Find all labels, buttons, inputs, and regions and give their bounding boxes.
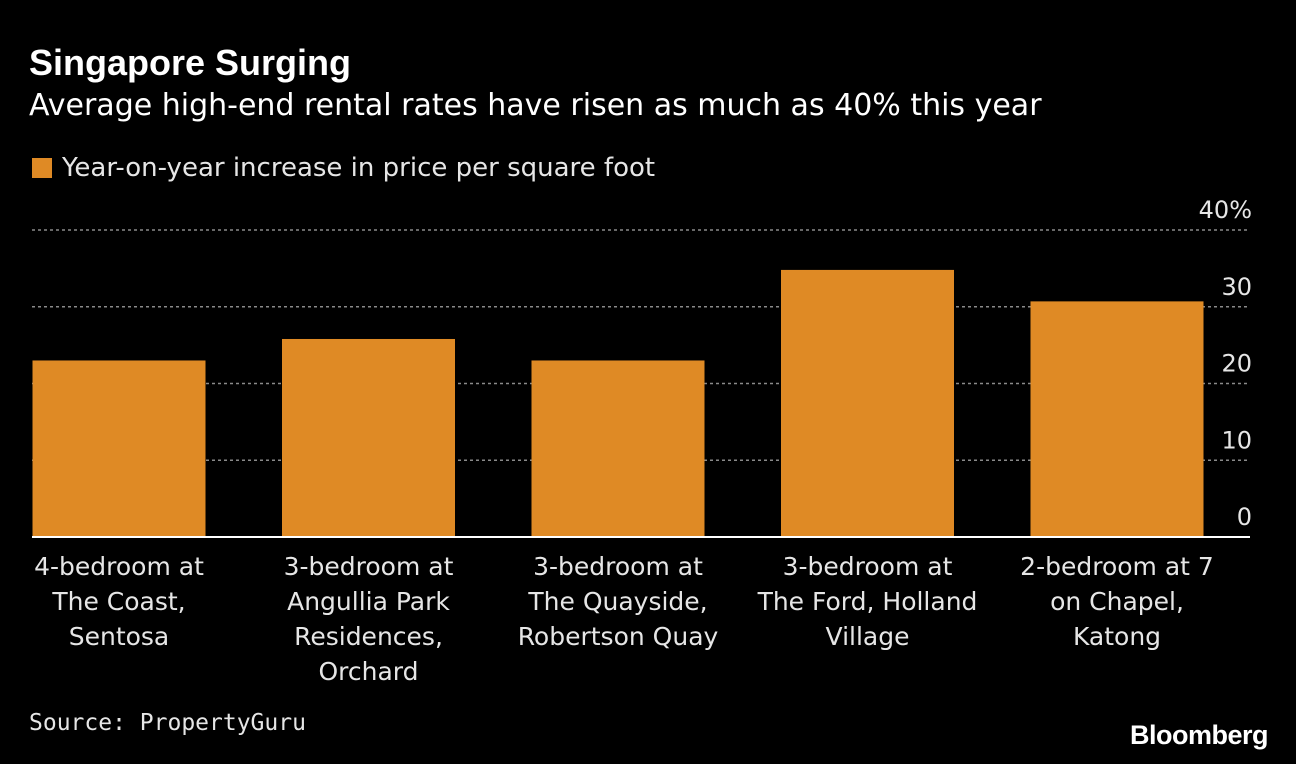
x-tick-label: 3-bedroom at Angullia Park Residences, Orch… (283, 552, 454, 686)
chart-title: Singapore Surging (29, 42, 352, 83)
y-tick-label: 30 (1221, 273, 1252, 301)
y-tick-label: 20 (1221, 350, 1252, 378)
legend-label: Year-on-year increase in price per squar… (62, 153, 656, 183)
bar (531, 360, 705, 537)
y-tick-label: 0 (1237, 503, 1252, 531)
bar (32, 360, 206, 537)
x-tick-label: 3-bedroom at The Ford, Holland Village (757, 552, 978, 651)
chart-subtitle: Average high-end rental rates have risen… (29, 88, 1042, 123)
y-tick-label: 10 (1221, 426, 1252, 454)
bloomberg-logo: Bloomberg (1129, 720, 1269, 750)
y-tick-label: 40% (1199, 196, 1252, 224)
legend-swatch (32, 158, 52, 178)
legend: Year-on-year increase in price per squar… (32, 150, 655, 186)
bar (1030, 301, 1204, 537)
bar (781, 269, 954, 537)
x-tick-label: 4-bedroom at The Coast, Sentosa (34, 552, 204, 651)
x-tick-label: 2-bedroom at 7 on Chapel, Katong (1020, 552, 1214, 651)
source-note: Source: PropertyGuru (29, 710, 306, 736)
bar (282, 338, 455, 537)
x-tick-label: 3-bedroom at The Quayside, Robertson Quay (517, 552, 719, 651)
